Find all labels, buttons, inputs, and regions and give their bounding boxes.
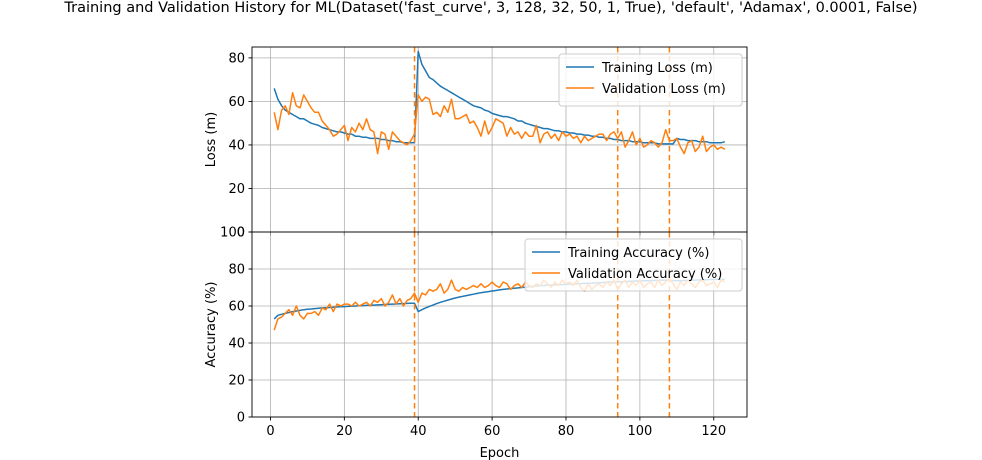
y-tick-label: 100: [220, 226, 245, 241]
legend-label: Training Accuracy (%): [567, 246, 709, 261]
legend-box: [524, 238, 743, 292]
y-tick-label: 0: [237, 411, 245, 426]
y-tick-label: 80: [228, 263, 245, 278]
x-tick-label: 20: [336, 424, 353, 439]
loss-subplot: 0 20 40 60 80 Loss (m) Training Loss (m) Valida…: [204, 46, 748, 241]
figure-title: Training and Validation History for ML(D…: [63, 0, 917, 16]
x-tick-label: 100: [627, 424, 652, 439]
axes-frame: [251, 231, 748, 418]
y-tick-label: 20: [228, 182, 245, 197]
y-tick-label: 40: [228, 138, 245, 153]
x-tick-label: 60: [484, 424, 501, 439]
legend: Training Accuracy (%) Validation Accuracy…: [524, 238, 743, 292]
series-line-validation: [273, 91, 726, 155]
y-tick-label: 60: [228, 95, 245, 110]
y-tick-label: 20: [228, 374, 245, 389]
legend-label: Training Loss (m): [601, 61, 713, 76]
x-axis-label: Epoch: [480, 446, 520, 460]
legend-box: [558, 53, 743, 107]
x-tick-label: 120: [701, 424, 726, 439]
legend: Training Loss (m) Validation Loss (m): [558, 53, 743, 107]
y-axis-label: Accuracy (%): [204, 282, 219, 368]
y-tick-label: 80: [228, 51, 245, 66]
x-tick-label: 80: [558, 424, 575, 439]
y-tick-label: 0: [237, 226, 245, 241]
y-tick-label: 40: [228, 337, 245, 352]
x-tick-label: 0: [266, 424, 274, 439]
x-tick-label: 40: [410, 424, 427, 439]
legend-label: Validation Accuracy (%): [568, 267, 722, 282]
y-tick-label: 60: [228, 300, 245, 315]
y-axis-label: Loss (m): [204, 112, 219, 167]
legend-label: Validation Loss (m): [602, 82, 726, 97]
